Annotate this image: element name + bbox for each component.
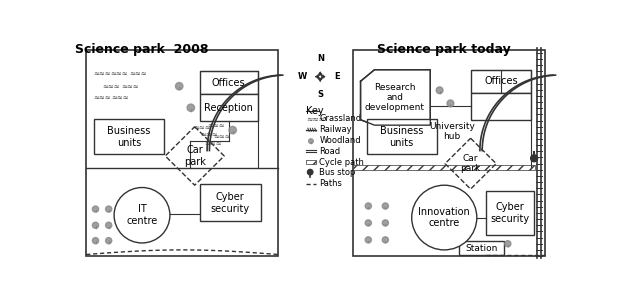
Bar xyxy=(367,119,436,154)
Text: University
hub: University hub xyxy=(429,122,475,141)
Circle shape xyxy=(307,169,313,175)
Text: Cyber
security: Cyber security xyxy=(211,192,250,214)
Bar xyxy=(200,94,259,121)
Text: ≈≈≈: ≈≈≈ xyxy=(207,123,225,129)
Bar xyxy=(470,70,531,93)
Bar xyxy=(307,160,316,164)
Text: S: S xyxy=(317,90,323,99)
Circle shape xyxy=(114,188,170,243)
Text: Innovation
centre: Innovation centre xyxy=(419,207,470,228)
Text: ≈≈≈: ≈≈≈ xyxy=(194,124,211,131)
Text: Offices: Offices xyxy=(212,78,246,88)
Text: Science park  2008: Science park 2008 xyxy=(76,43,209,56)
Bar xyxy=(353,165,535,170)
Text: Business
units: Business units xyxy=(380,126,423,148)
Circle shape xyxy=(92,206,99,212)
Text: ≈≈≈: ≈≈≈ xyxy=(307,114,325,124)
Text: Cycle path: Cycle path xyxy=(319,158,364,167)
Text: Car
park: Car park xyxy=(460,154,481,173)
Circle shape xyxy=(382,220,388,226)
Circle shape xyxy=(106,238,112,244)
Text: Cyber
security: Cyber security xyxy=(491,202,530,224)
Polygon shape xyxy=(360,70,430,125)
Circle shape xyxy=(365,220,371,226)
Circle shape xyxy=(175,82,183,90)
Text: Station: Station xyxy=(465,244,498,253)
Text: Key: Key xyxy=(307,106,324,116)
Circle shape xyxy=(308,139,313,143)
Bar xyxy=(470,93,531,120)
Text: Bus stop: Bus stop xyxy=(319,168,356,178)
Circle shape xyxy=(382,203,388,209)
Text: ≈≈≈: ≈≈≈ xyxy=(122,84,139,90)
Circle shape xyxy=(365,237,371,243)
Text: Science park today: Science park today xyxy=(378,43,511,56)
Text: ≈≈≈: ≈≈≈ xyxy=(129,70,147,77)
Text: IT
centre: IT centre xyxy=(126,204,157,226)
Circle shape xyxy=(412,185,477,250)
Text: E: E xyxy=(334,72,339,81)
Text: W: W xyxy=(298,72,307,81)
Circle shape xyxy=(92,238,99,244)
Circle shape xyxy=(187,104,195,111)
Text: ≈≈≈: ≈≈≈ xyxy=(93,70,111,77)
Text: ≈≈≈: ≈≈≈ xyxy=(205,142,222,147)
Text: Reception: Reception xyxy=(204,103,253,113)
Bar xyxy=(200,185,260,221)
Circle shape xyxy=(447,100,454,107)
Bar xyxy=(353,50,545,256)
Bar xyxy=(459,242,504,255)
Text: ≈≈≈: ≈≈≈ xyxy=(213,134,230,140)
Circle shape xyxy=(92,222,99,228)
Text: ≈≈≈: ≈≈≈ xyxy=(110,70,127,77)
Circle shape xyxy=(436,87,443,94)
Circle shape xyxy=(531,155,538,162)
Circle shape xyxy=(106,222,112,228)
Text: Road: Road xyxy=(319,147,340,156)
Text: ≈≈≈: ≈≈≈ xyxy=(111,95,129,101)
Bar xyxy=(86,50,278,256)
Bar xyxy=(486,191,534,235)
Bar xyxy=(200,71,259,94)
Text: Offices: Offices xyxy=(484,76,518,86)
Text: ≈≈≈: ≈≈≈ xyxy=(200,132,218,138)
Circle shape xyxy=(365,203,371,209)
Circle shape xyxy=(229,126,236,134)
Text: N: N xyxy=(317,54,324,63)
Text: Business
units: Business units xyxy=(107,126,150,148)
Text: ≈≈≈: ≈≈≈ xyxy=(102,84,120,90)
Text: Research
and
development: Research and development xyxy=(365,83,425,112)
Circle shape xyxy=(382,237,388,243)
Circle shape xyxy=(106,206,112,212)
Bar xyxy=(94,119,164,154)
Text: Railway: Railway xyxy=(319,125,352,134)
Text: ≈≈≈: ≈≈≈ xyxy=(93,95,111,101)
Text: Car
park: Car park xyxy=(184,145,205,167)
Text: Woodland: Woodland xyxy=(319,136,361,145)
Text: Grassland: Grassland xyxy=(319,114,362,124)
Circle shape xyxy=(505,241,511,247)
Text: Paths: Paths xyxy=(319,179,342,188)
